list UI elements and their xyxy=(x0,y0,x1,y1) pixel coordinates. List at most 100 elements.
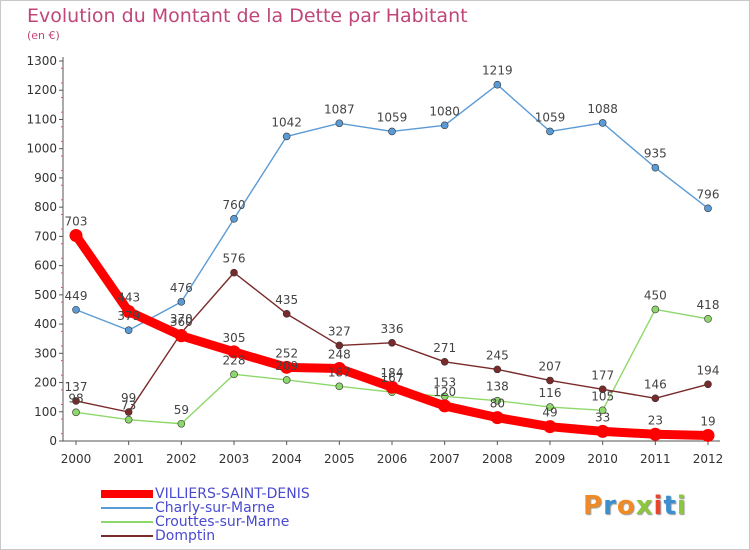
data-point-villiers-saint-denis xyxy=(69,229,83,243)
legend-label: Crouttes-sur-Marne xyxy=(155,514,290,530)
logo-letter: t xyxy=(663,491,677,521)
x-tick-label: 2008 xyxy=(482,452,513,466)
data-point-domptin xyxy=(704,380,712,389)
data-point-charly-sur-marne xyxy=(388,127,396,136)
data-point-crouttes-sur-marne xyxy=(598,406,607,415)
data-point-charly-sur-marne xyxy=(493,80,502,89)
data-point-villiers-saint-denis xyxy=(332,362,346,376)
data-point-villiers-saint-denis xyxy=(490,411,504,425)
data-label-charly-sur-marne: 1042 xyxy=(271,115,302,129)
data-point-charly-sur-marne xyxy=(651,163,660,172)
data-point-domptin xyxy=(440,357,449,366)
data-point-crouttes-sur-marne xyxy=(704,315,712,323)
data-labels-layer: 449 379 476 760 1042 1087 1059 1080 1219 1059 1088… xyxy=(65,64,720,429)
data-point-crouttes-sur-marne xyxy=(230,370,238,379)
data-label-charly-sur-marne: 1059 xyxy=(535,110,566,124)
y-tick-label: 1300 xyxy=(26,54,57,68)
x-tick-label: 2012 xyxy=(693,452,724,466)
data-point-domptin xyxy=(388,338,396,347)
data-label-villiers-saint-denis: 443 xyxy=(117,291,140,305)
legend-label: Charly-sur-Marne xyxy=(155,500,275,516)
data-point-domptin xyxy=(598,385,607,394)
data-label-domptin: 435 xyxy=(275,293,298,307)
data-label-domptin: 177 xyxy=(591,368,614,382)
data-label-villiers-saint-denis: 23 xyxy=(648,413,663,427)
data-label-villiers-saint-denis: 252 xyxy=(275,346,298,360)
data-label-crouttes-sur-marne: 98 xyxy=(68,391,83,405)
data-label-domptin: 207 xyxy=(539,359,562,373)
y-tick-label: 300 xyxy=(34,346,57,360)
logo-letter: r xyxy=(603,491,617,521)
data-point-domptin xyxy=(230,268,238,277)
data-point-villiers-saint-denis xyxy=(280,360,294,374)
data-label-crouttes-sur-marne: 228 xyxy=(223,353,246,367)
x-tick-label: 2000 xyxy=(61,452,92,466)
data-point-crouttes-sur-marne xyxy=(72,408,80,417)
legend-label: Domptin xyxy=(155,528,216,544)
logo-letter: x xyxy=(635,491,654,521)
y-tick-label: 900 xyxy=(34,171,57,185)
data-point-charly-sur-marne xyxy=(335,119,344,128)
data-label-domptin: 146 xyxy=(644,377,667,391)
legend-swatch xyxy=(101,535,153,537)
data-point-charly-sur-marne xyxy=(124,326,133,335)
data-label-domptin: 327 xyxy=(328,324,351,338)
data-label-villiers-saint-denis: 19 xyxy=(700,414,715,428)
chart-title: Evolution du Montant de la Dette par Hab… xyxy=(27,5,468,27)
data-point-charly-sur-marne xyxy=(546,127,554,136)
data-label-crouttes-sur-marne: 73 xyxy=(121,399,136,413)
data-point-crouttes-sur-marne xyxy=(177,419,186,428)
x-tick-label: 2011 xyxy=(640,452,671,466)
logo-letter: i xyxy=(676,491,687,521)
data-label-villiers-saint-denis: 248 xyxy=(328,348,351,362)
data-point-villiers-saint-denis xyxy=(227,345,241,359)
data-point-villiers-saint-denis xyxy=(122,305,136,319)
data-point-charly-sur-marne xyxy=(704,204,712,213)
data-label-crouttes-sur-marne: 187 xyxy=(328,365,351,379)
x-tick-label: 2005 xyxy=(324,452,355,466)
data-point-crouttes-sur-marne xyxy=(124,415,133,424)
data-label-crouttes-sur-marne: 167 xyxy=(381,371,404,385)
data-label-domptin: 271 xyxy=(433,341,456,355)
data-label-domptin: 370 xyxy=(170,312,193,326)
data-point-crouttes-sur-marne xyxy=(651,305,660,314)
data-point-domptin xyxy=(124,408,133,416)
data-label-charly-sur-marne: 1087 xyxy=(324,102,355,116)
data-point-domptin xyxy=(72,397,80,405)
chart-unit: (en €) xyxy=(27,29,60,42)
data-point-charly-sur-marne xyxy=(440,121,449,130)
data-point-villiers-saint-denis xyxy=(174,329,188,343)
data-label-charly-sur-marne: 1080 xyxy=(429,104,460,118)
x-tick-label: 2010 xyxy=(587,452,618,466)
data-label-charly-sur-marne: 1219 xyxy=(482,64,513,78)
data-label-charly-sur-marne: 476 xyxy=(170,281,193,295)
data-label-crouttes-sur-marne: 153 xyxy=(433,375,456,389)
data-label-villiers-saint-denis: 305 xyxy=(223,331,246,345)
data-label-crouttes-sur-marne: 418 xyxy=(697,298,720,312)
series-layer xyxy=(69,80,715,442)
data-point-crouttes-sur-marne xyxy=(546,403,554,411)
y-tick-label: 200 xyxy=(34,376,57,390)
y-tick-label: 600 xyxy=(34,259,57,273)
logo-letter: P xyxy=(583,491,604,521)
data-point-villiers-saint-denis xyxy=(385,380,399,394)
data-label-crouttes-sur-marne: 59 xyxy=(174,403,189,417)
x-tick-label: 2003 xyxy=(219,452,250,466)
data-label-villiers-saint-denis: 360 xyxy=(170,315,193,329)
data-point-domptin xyxy=(651,394,660,403)
x-tick-label: 2006 xyxy=(377,452,408,466)
x-tick-label: 2004 xyxy=(271,452,302,466)
data-label-villiers-saint-denis: 80 xyxy=(490,397,505,411)
data-point-domptin xyxy=(546,376,554,385)
y-tick-label: 1100 xyxy=(26,112,57,126)
data-point-villiers-saint-denis xyxy=(701,428,715,442)
y-tick-label: 0 xyxy=(49,434,57,448)
logo-letter: i xyxy=(653,491,664,521)
data-label-domptin: 99 xyxy=(121,391,136,405)
data-point-charly-sur-marne xyxy=(177,298,186,306)
data-label-villiers-saint-denis: 120 xyxy=(433,385,456,399)
logo-letter: o xyxy=(616,491,636,521)
x-tick-label: 2009 xyxy=(535,452,566,466)
